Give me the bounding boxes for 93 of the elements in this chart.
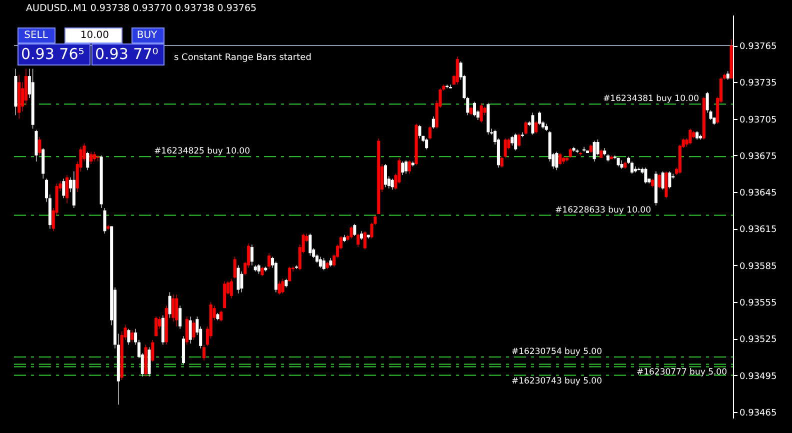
candlestick (202, 344, 206, 361)
candlestick (322, 258, 326, 271)
candlestick (480, 102, 483, 123)
candlestick (185, 316, 188, 346)
annotation: 0.93 76⁵ (21, 45, 84, 63)
candlestick (220, 310, 223, 322)
y-tick-label: 0.93555 (740, 298, 777, 308)
candlestick (568, 148, 572, 158)
y-tick-label: 0.93705 (740, 115, 777, 126)
candlestick (363, 230, 366, 250)
candlestick (154, 316, 158, 336)
candlestick (236, 265, 240, 294)
candlestick (356, 233, 360, 248)
candlestick (127, 328, 130, 346)
y-tick-label: 0.93645 (740, 188, 777, 199)
candlestick (250, 244, 254, 266)
candlestick (168, 292, 172, 318)
candlestick (425, 138, 428, 150)
candlestick (472, 101, 476, 117)
candlestick (350, 226, 353, 239)
y-tick-label: 0.93675 (740, 152, 777, 162)
candlestick (66, 174, 69, 204)
candlestick (555, 151, 558, 170)
annotation: BUY (136, 30, 158, 41)
candlestick (531, 112, 534, 135)
candlestick (278, 280, 281, 295)
candlestick (175, 294, 178, 327)
candlestick (500, 156, 504, 168)
chart-title: AUDUSD..M1 0.93738 0.93770 0.93738 0.93765 (26, 3, 257, 14)
ref-line-label: #16234381 buy 10.00 (603, 94, 699, 104)
candlestick (192, 320, 196, 340)
candlestick (233, 256, 236, 280)
candlestick (520, 132, 524, 138)
candlestick (418, 124, 422, 139)
candlestick (318, 256, 322, 268)
candlestick (524, 120, 528, 135)
annotation: SELL (24, 30, 48, 41)
candlestick (230, 278, 233, 299)
candlestick (428, 126, 432, 140)
y-tick-label: 0.93525 (740, 335, 777, 346)
annotation: s Constant Range Bars started (174, 53, 312, 63)
candlestick (178, 305, 182, 330)
candlestick (432, 116, 435, 129)
y-tick-label: 0.93585 (740, 262, 777, 272)
candlestick (534, 120, 538, 134)
candlestick (658, 173, 661, 189)
candlestick (510, 136, 514, 146)
candlestick (151, 340, 154, 362)
candlestick (90, 151, 93, 164)
candlestick (130, 330, 134, 343)
y-tick-label: 0.93735 (740, 78, 777, 89)
ref-line-label: #16228633 buy 10.00 (555, 205, 651, 216)
candlestick (281, 278, 284, 294)
candlestick (38, 136, 42, 156)
candlestick (268, 252, 271, 270)
y-tick-label: 0.93615 (740, 225, 777, 236)
candlestick (404, 160, 408, 174)
candlestick (353, 224, 356, 236)
candlestick (260, 266, 264, 277)
candlestick (240, 271, 244, 293)
candlestick (172, 294, 175, 322)
candlestick (62, 178, 66, 198)
candlestick (644, 167, 648, 184)
annotation: 10.00 (80, 30, 109, 41)
candlestick (538, 111, 542, 126)
candlestick (408, 160, 411, 174)
candlestick (401, 161, 404, 176)
candlestick (92, 151, 96, 162)
y-tick-label: 0.93495 (740, 372, 777, 382)
candlestick (688, 128, 692, 145)
candlestick (592, 140, 596, 162)
candlestick (518, 133, 521, 148)
candlestick (188, 316, 192, 344)
ref-line-label: #16234825 buy 10.00 (154, 146, 250, 157)
candlestick (514, 133, 518, 151)
annotation: 0.93 77⁰ (95, 45, 158, 63)
y-tick-label: 0.93465 (740, 408, 777, 418)
candlestick (390, 178, 394, 190)
candlestick (596, 139, 600, 156)
ref-line-label: #16230743 buy 5.00 (511, 376, 602, 386)
candlestick (257, 264, 260, 274)
candlestick (504, 138, 507, 158)
candlestick (103, 208, 106, 234)
candlestick (668, 171, 672, 189)
candlestick (661, 171, 664, 190)
candlestick (288, 266, 292, 282)
ref-line-label: #16230754 buy 5.00 (511, 346, 602, 357)
candlestick (86, 151, 90, 170)
candlestick (558, 152, 562, 166)
candlestick (308, 233, 312, 256)
candlestick (456, 56, 459, 85)
y-tick-label: 0.93765 (740, 42, 777, 52)
candlestick (384, 164, 387, 188)
